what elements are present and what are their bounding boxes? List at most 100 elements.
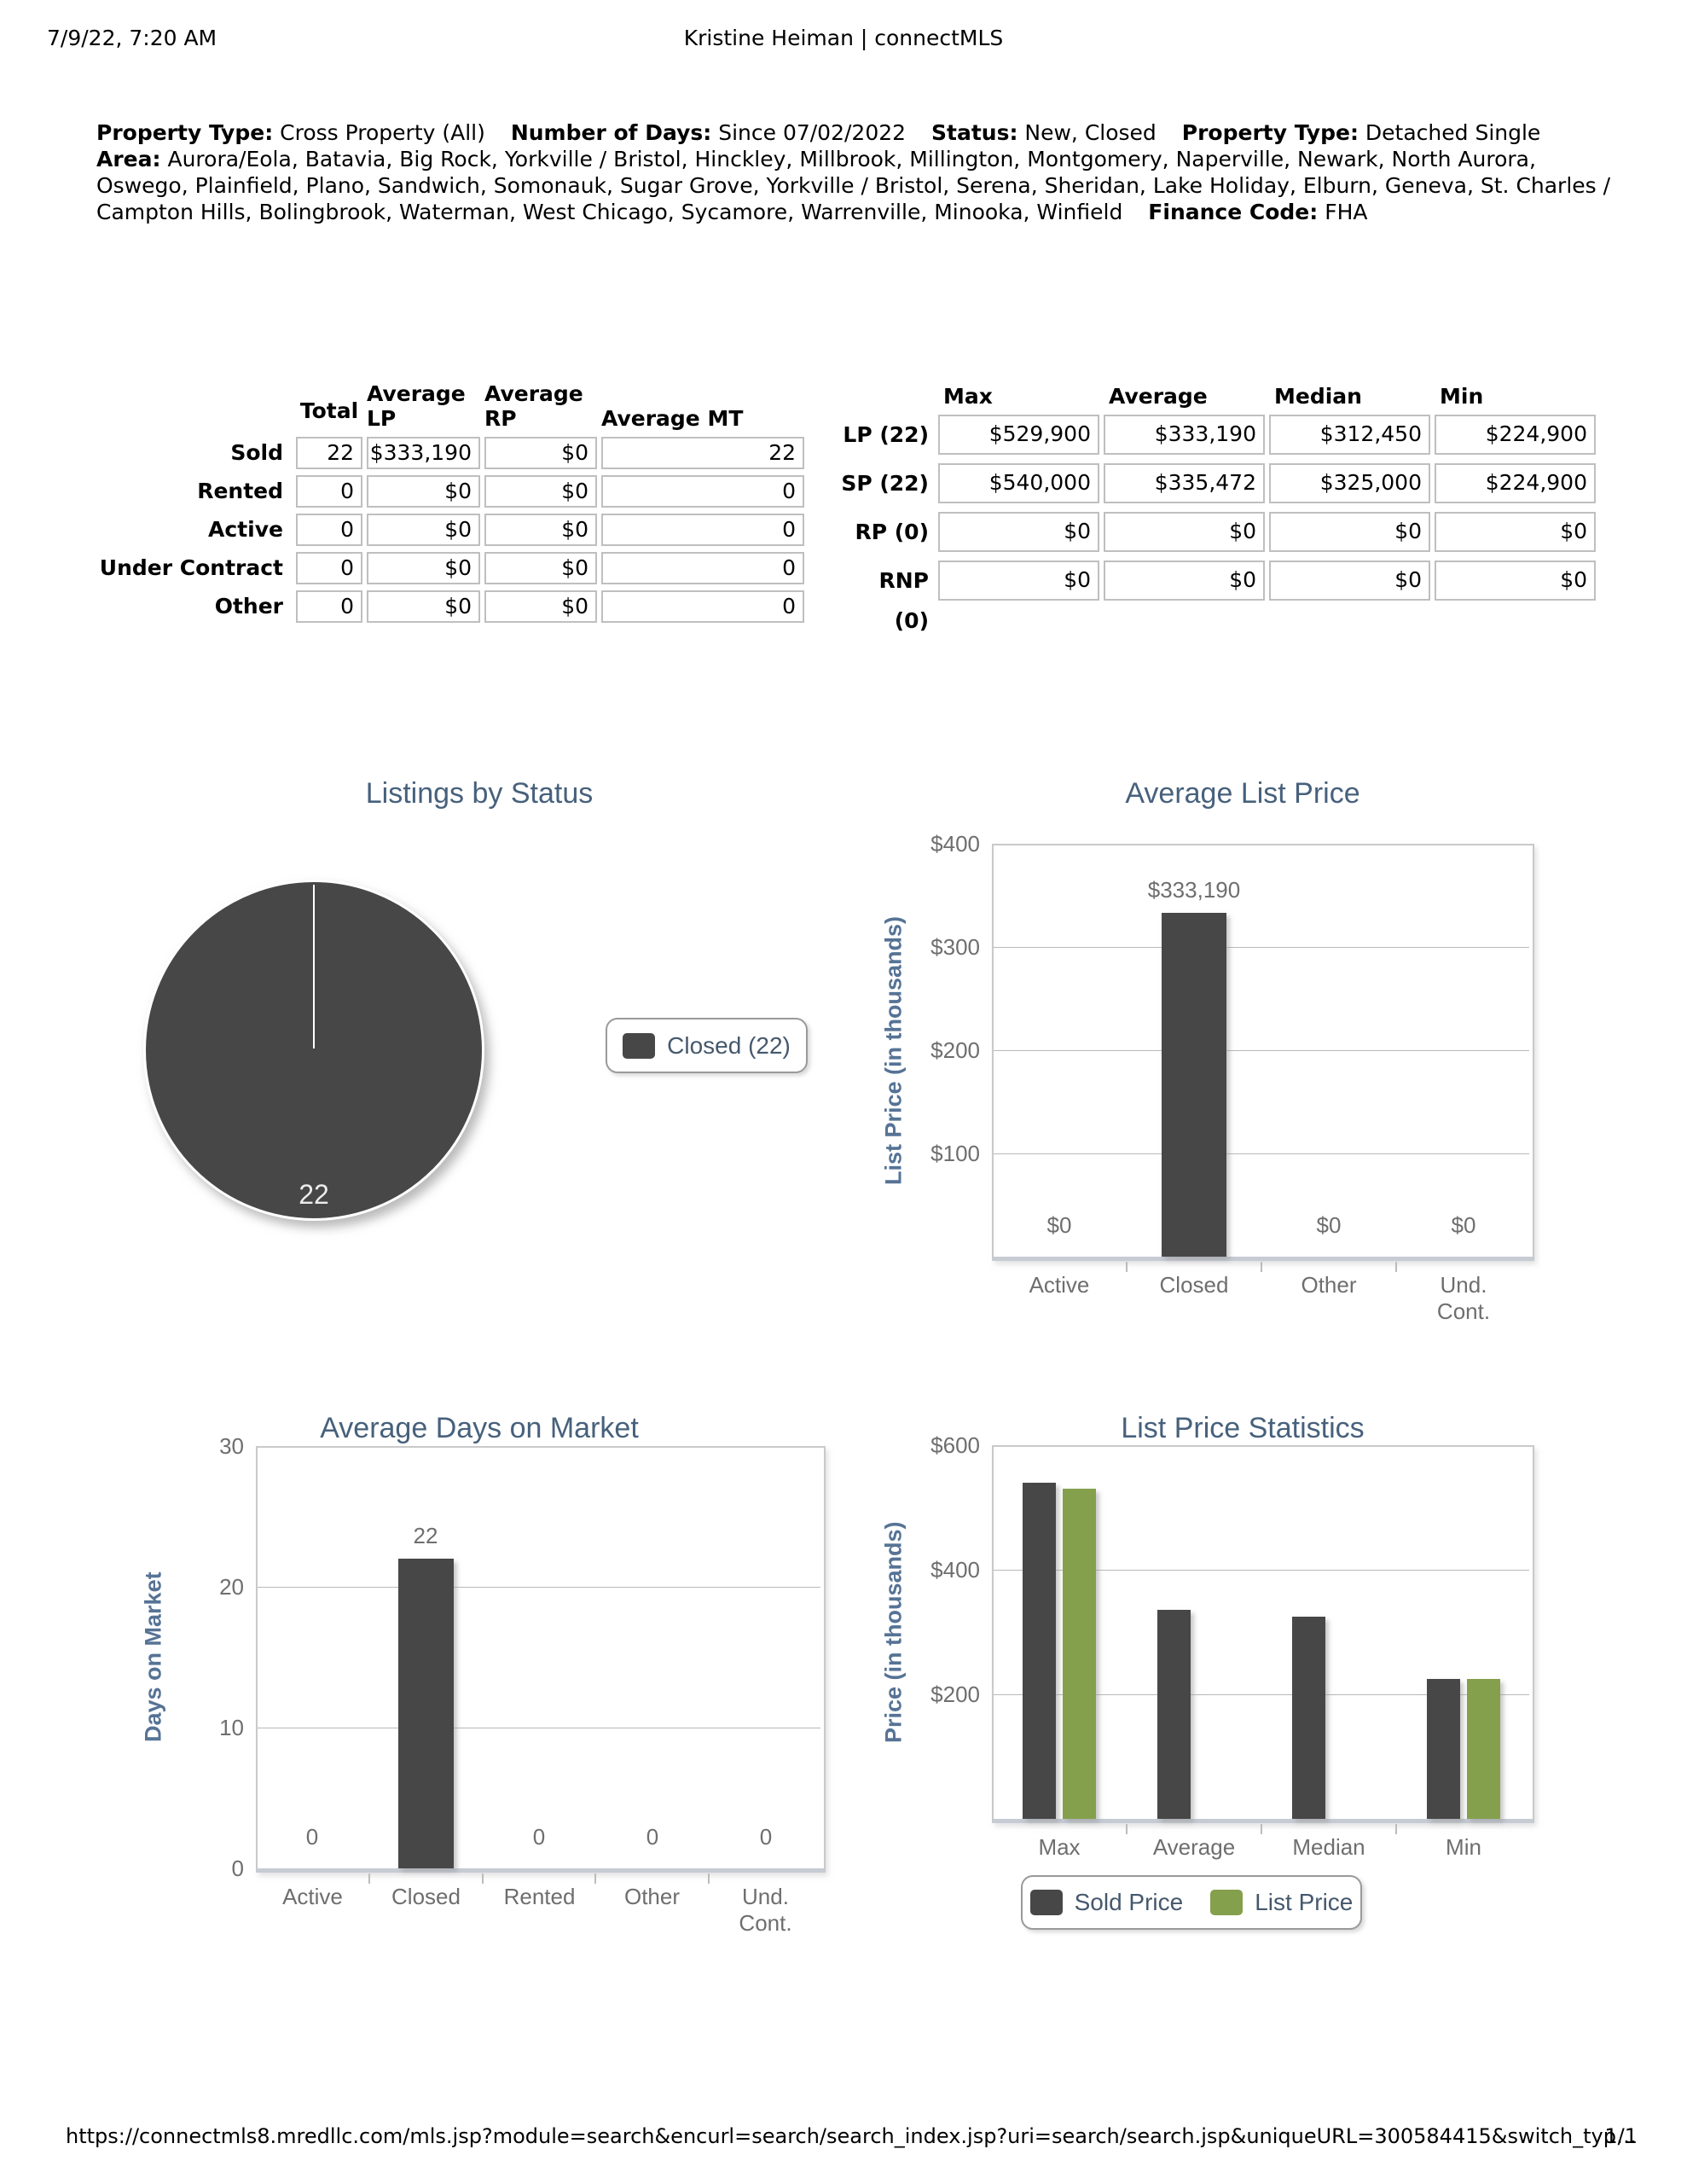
- gridline: [994, 1153, 1529, 1154]
- legend-label: List Price: [1255, 1889, 1354, 1915]
- y-tick-label: $200: [930, 1037, 980, 1063]
- chart-legend: Sold Price List Price: [1021, 1875, 1362, 1930]
- legend-swatch: [1029, 1890, 1063, 1915]
- table-cell: $0: [1104, 512, 1265, 552]
- value-label: $0: [1316, 1212, 1342, 1238]
- table-cell: $0: [1435, 512, 1596, 552]
- print-date: 7/9/22, 7:20 AM: [47, 26, 217, 50]
- status-summary-table: Total Average LP Average RP Average MT S…: [98, 381, 809, 629]
- table-row: RNP (0) $0 $0 $0 $0: [840, 561, 1600, 641]
- gridline: [994, 1570, 1529, 1571]
- table-cell: $224,900: [1435, 463, 1596, 503]
- criteria-label: Status:: [931, 120, 1018, 145]
- pie-slice-divider: [313, 885, 315, 1048]
- table-row: LP (22) $529,900 $333,190 $312,450 $224,…: [840, 415, 1600, 455]
- criteria-label: Property Type:: [96, 120, 274, 145]
- table-cell: 0: [601, 590, 804, 623]
- criteria-segment: Property Type: Cross Property (All): [96, 120, 485, 145]
- table-row: Active 0 $0 $0 0: [98, 514, 809, 546]
- table-header-row: Total Average LP Average RP Average MT: [98, 381, 809, 431]
- table-cell: $0: [367, 590, 480, 623]
- bar-max-sold-price: [1023, 1483, 1056, 1819]
- search-criteria: Property Type: Cross Property (All) Numb…: [96, 119, 1625, 225]
- x-tick-mark: [1126, 1824, 1128, 1834]
- price-stats-table: Max Average Median Min LP (22) $529,900 …: [840, 384, 1600, 649]
- table-cell: $312,450: [1269, 415, 1430, 455]
- gridline: [994, 1050, 1529, 1051]
- bar-min-sold-price: [1427, 1679, 1460, 1819]
- category-label: Closed: [391, 1884, 461, 1909]
- criteria-value: New, Closed: [1024, 120, 1157, 145]
- column-header: Average RP: [484, 381, 583, 431]
- category-label: Min: [1446, 1834, 1481, 1860]
- criteria-label: Property Type:: [1181, 120, 1359, 145]
- bar-closed: [398, 1559, 454, 1868]
- table-cell: $0: [1269, 512, 1430, 552]
- table-row: SP (22) $540,000 $335,472 $325,000 $224,…: [840, 463, 1600, 503]
- table-cell: $0: [484, 475, 597, 508]
- criteria-segment: Number of Days: Since 07/02/2022: [511, 120, 906, 145]
- legend-label: Closed (22): [667, 1031, 791, 1059]
- x-tick-mark: [1126, 1262, 1128, 1272]
- y-axis-label: Price (in thousands): [880, 1521, 907, 1743]
- table-row: Under Contract 0 $0 $0 0: [98, 552, 809, 584]
- pie-value-label: 22: [299, 1179, 329, 1210]
- bar-max-list-price: [1063, 1489, 1096, 1819]
- table-row: Sold 22 $333,190 $0 22: [98, 437, 809, 469]
- legend-swatch: [1210, 1890, 1244, 1915]
- criteria-label: Number of Days:: [510, 120, 712, 145]
- column-header: Median: [1274, 384, 1362, 409]
- x-tick-mark: [708, 1873, 710, 1884]
- column-header: Average MT: [601, 406, 744, 431]
- plot-area: [256, 1446, 826, 1873]
- chart-title: Listings by Status: [365, 777, 594, 810]
- y-tick-label: 20: [219, 1574, 244, 1600]
- print-title: Kristine Heiman | connectMLS: [683, 26, 1004, 50]
- value-label: $333,190: [1147, 877, 1241, 903]
- table-cell: 0: [601, 514, 804, 546]
- table-cell: $0: [484, 552, 597, 584]
- y-tick-label: $600: [930, 1432, 980, 1458]
- table-cell: 0: [296, 475, 362, 508]
- table-cell: $333,190: [367, 437, 480, 469]
- table-row: Other 0 $0 $0 0: [98, 590, 809, 623]
- value-label: 0: [305, 1824, 319, 1850]
- value-label: 0: [532, 1824, 546, 1850]
- criteria-value: Aurora/Eola, Batavia, Big Rock, Yorkvill…: [96, 147, 1611, 224]
- x-tick-mark: [594, 1873, 596, 1884]
- category-label: Rented: [503, 1884, 576, 1909]
- category-label: Max: [1038, 1834, 1081, 1860]
- gridline: [258, 1587, 820, 1588]
- criteria-segment: Area: Aurora/Eola, Batavia, Big Rock, Yo…: [96, 147, 1610, 224]
- column-header: Min: [1440, 384, 1484, 409]
- plot-area: [992, 844, 1534, 1261]
- row-label: Other: [214, 594, 283, 619]
- header-spacer: [840, 384, 934, 409]
- row-label: SP (22): [841, 471, 929, 496]
- table-cell: $0: [1104, 561, 1265, 601]
- table-cell: 0: [296, 514, 362, 546]
- value-label: $0: [1451, 1212, 1476, 1238]
- category-label: Other: [1301, 1272, 1357, 1298]
- x-tick-mark: [368, 1873, 370, 1884]
- column-header: Total: [299, 398, 359, 423]
- bar-median-sold-price: [1292, 1617, 1325, 1819]
- table-cell: $333,190: [1104, 415, 1265, 455]
- category-label: Closed: [1159, 1272, 1229, 1298]
- page-number: 1/1: [1604, 2124, 1638, 2148]
- chart-title: List Price Statistics: [1121, 1412, 1365, 1444]
- criteria-label: Finance Code:: [1148, 200, 1319, 224]
- x-tick-mark: [1261, 1262, 1262, 1272]
- table-cell: $0: [938, 561, 1099, 601]
- table-cell: $335,472: [1104, 463, 1265, 503]
- y-axis-label: Days on Market: [140, 1571, 166, 1743]
- criteria-value: Detached Single: [1365, 120, 1541, 145]
- gridline: [994, 1694, 1529, 1695]
- table-cell: $0: [938, 512, 1099, 552]
- table-cell: $0: [484, 437, 597, 469]
- table-cell: 0: [296, 552, 362, 584]
- table-row: RP (0) $0 $0 $0 $0: [840, 512, 1600, 552]
- table-cell: $224,900: [1435, 415, 1596, 455]
- row-label: Rented: [197, 479, 283, 503]
- row-label: Active: [208, 517, 283, 542]
